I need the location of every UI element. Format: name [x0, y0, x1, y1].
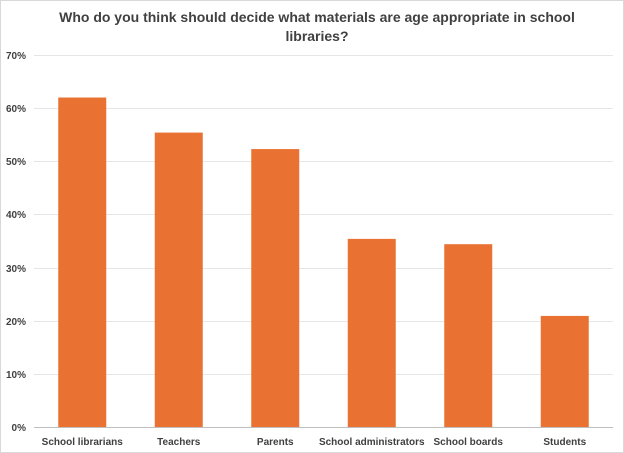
x-tick-label-students: Students [543, 437, 586, 448]
x-tick-label-teachers: Teachers [157, 437, 201, 448]
y-tick-label-50: 50% [6, 157, 26, 168]
x-tick-label-school-librarians: School librarians [42, 437, 124, 448]
y-tick-label-20: 20% [6, 317, 26, 328]
x-tick-label-school-boards: School boards [434, 437, 504, 448]
x-tick-label-parents: Parents [257, 437, 294, 448]
bar-school-boards [444, 244, 493, 427]
y-tick-label-0: 0% [12, 423, 27, 434]
bar-parents [251, 149, 300, 427]
chart-title: Who do you think should decide what mate… [59, 9, 575, 44]
bar-school-administrators [347, 238, 396, 427]
y-tick-label-40: 40% [6, 210, 26, 221]
x-tick-label-school-administrators: School administrators [319, 437, 425, 448]
y-tick-label-60: 60% [6, 104, 26, 115]
y-tick-label-10: 10% [6, 370, 26, 381]
bar-students [540, 315, 589, 427]
bar-school-librarians [58, 97, 107, 427]
y-tick-label-70: 70% [6, 51, 26, 62]
bar-teachers [154, 132, 203, 428]
y-tick-label-30: 30% [6, 264, 26, 275]
